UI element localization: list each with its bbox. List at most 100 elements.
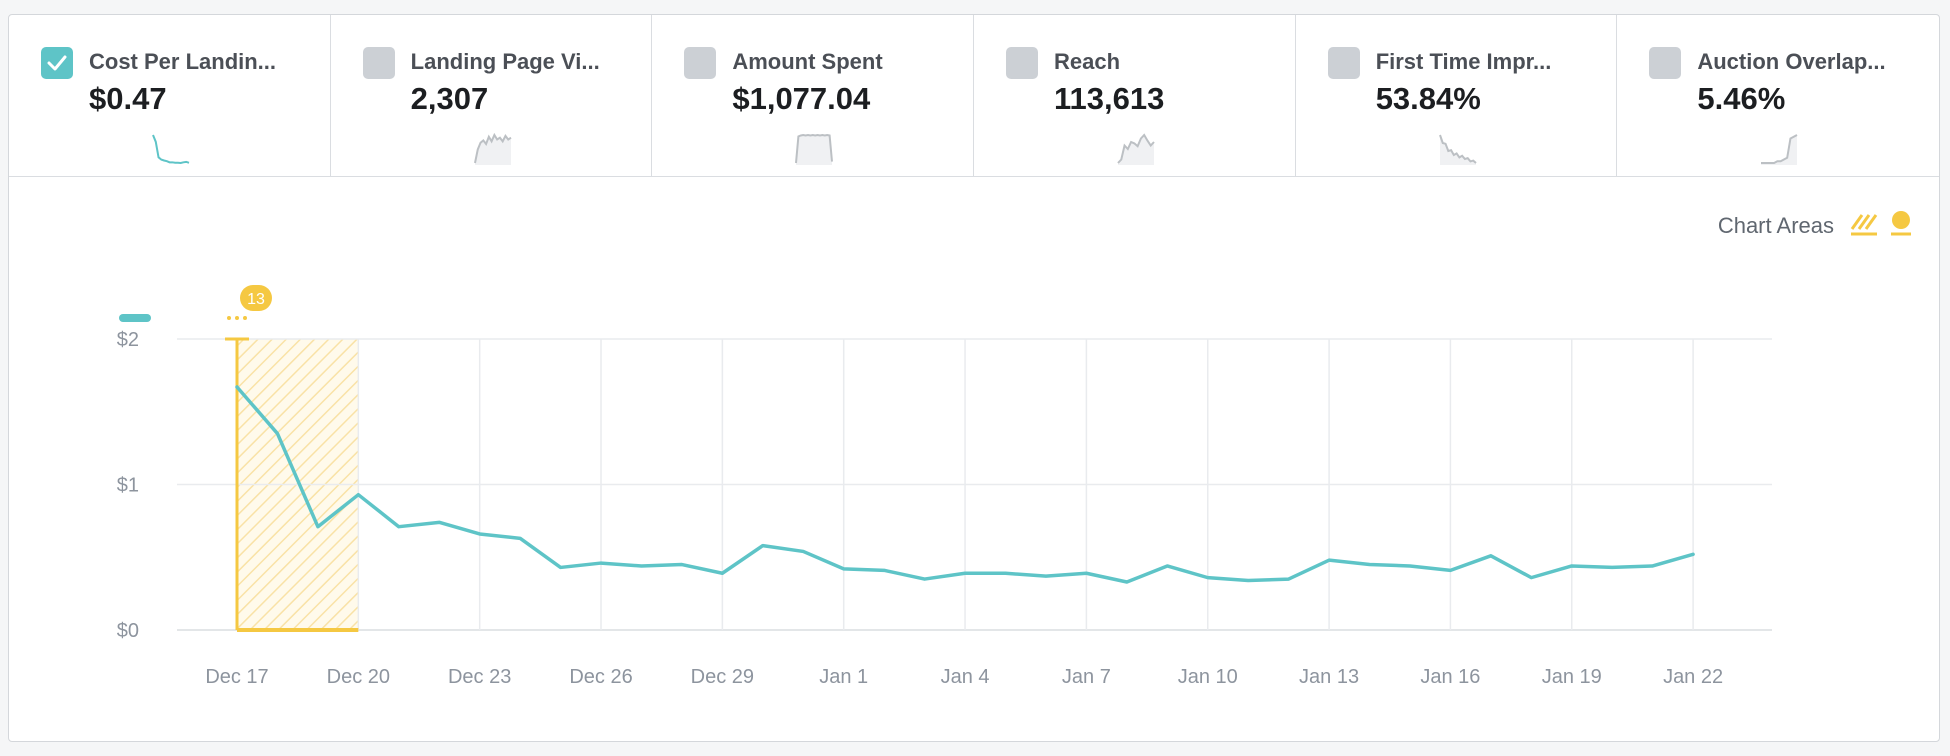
x-tick-label: Jan 7: [1062, 666, 1111, 688]
x-tick-label: Jan 10: [1178, 666, 1238, 688]
data-point[interactable]: [1566, 560, 1578, 572]
metric-value: 113,613: [1054, 81, 1165, 116]
data-point[interactable]: [393, 521, 405, 533]
data-point[interactable]: [433, 516, 445, 528]
data-point[interactable]: [474, 528, 486, 540]
y-tick-label: $0: [117, 620, 139, 642]
data-point[interactable]: [1485, 550, 1497, 562]
sparkline-line: [473, 133, 512, 164]
data-point[interactable]: [312, 521, 324, 533]
metric-name: First Time Impr...: [1375, 49, 1552, 74]
data-point[interactable]: [1283, 573, 1295, 585]
sparkline-fill: [796, 135, 833, 165]
data-point[interactable]: [1647, 560, 1659, 572]
x-tick-label: Dec 20: [327, 666, 390, 688]
metric-checkbox[interactable]: [41, 47, 73, 79]
data-point[interactable]: [1121, 576, 1133, 588]
metric-name: Reach: [1054, 49, 1121, 74]
data-point[interactable]: [757, 540, 769, 552]
sparkline-fill: [1118, 135, 1155, 165]
metric-checkbox[interactable]: [684, 47, 717, 79]
metric-sparkline: [795, 133, 834, 165]
data-point[interactable]: [271, 428, 283, 440]
metric-sparkline: [152, 134, 190, 165]
metric-card[interactable]: Landing Page Vi... 2,307: [331, 15, 653, 176]
hatch-area-icon[interactable]: [1850, 211, 1878, 237]
metric-checkbox[interactable]: [1006, 47, 1039, 79]
y-tick-label: $1: [117, 475, 139, 497]
annotation-badge[interactable]: [240, 285, 272, 311]
line-chart: $0 $1 $2 Dec 17 Dec 20 Dec 23 Dec 26 Dec 29 Jan …: [117, 285, 1772, 688]
metric-name: Landing Page Vi...: [410, 49, 600, 74]
data-point[interactable]: [1525, 572, 1537, 584]
metric-sparkline: [473, 133, 512, 165]
annotation-dot: [235, 316, 239, 320]
sparkline-line: [152, 134, 190, 165]
data-point[interactable]: [919, 573, 931, 585]
data-point[interactable]: [1161, 560, 1173, 572]
annotation-badge-count: 13: [247, 291, 265, 308]
data-point[interactable]: [1040, 570, 1052, 582]
data-point[interactable]: [1444, 564, 1456, 576]
metric-name: Cost Per Landin...: [89, 49, 277, 74]
annotation-pin-icon[interactable]: [1890, 210, 1912, 238]
data-point[interactable]: [231, 381, 243, 393]
metric-card[interactable]: First Time Impr... 53.84%: [1296, 15, 1618, 176]
data-point[interactable]: [1242, 575, 1254, 587]
metric-card[interactable]: Reach 113,613: [974, 15, 1296, 176]
x-tick-label: Jan 13: [1299, 666, 1359, 688]
data-point[interactable]: [959, 567, 971, 579]
metric-name: Amount Spent: [732, 49, 883, 74]
metric-selector-bar: Cost Per Landin... $0.47 Landing Page Vi…: [9, 15, 1939, 177]
chart-areas-legend-label: Chart Areas: [1717, 213, 1834, 238]
metric-checkbox[interactable]: [1327, 47, 1360, 79]
data-point[interactable]: [716, 567, 728, 579]
data-point[interactable]: [1687, 548, 1699, 560]
data-point[interactable]: [797, 545, 809, 557]
metric-value: 53.84%: [1375, 81, 1481, 116]
y-tick-label: $2: [117, 329, 139, 351]
metric-name: Auction Overlap...: [1697, 49, 1886, 74]
data-point[interactable]: [352, 489, 364, 501]
metric-checkbox[interactable]: [362, 47, 395, 79]
data-point[interactable]: [1323, 554, 1335, 566]
x-tick-label: Jan 4: [941, 666, 990, 688]
x-tick-label: Dec 26: [569, 666, 632, 688]
data-point[interactable]: [514, 532, 526, 544]
data-point[interactable]: [635, 560, 647, 572]
sparkline-line: [1438, 134, 1477, 164]
data-point[interactable]: [1080, 567, 1092, 579]
sparkline-fill: [1439, 135, 1476, 165]
data-point[interactable]: [878, 564, 890, 576]
data-point[interactable]: [1202, 572, 1214, 584]
x-tick-label: Dec 29: [691, 666, 754, 688]
data-point[interactable]: [676, 559, 688, 571]
x-tick-label: Jan 1: [819, 666, 868, 688]
data-point[interactable]: [1606, 561, 1618, 573]
data-point[interactable]: [1404, 560, 1416, 572]
series-line-cost-per-landing-page-view: [235, 385, 1695, 584]
metric-card[interactable]: Amount Spent $1,077.04: [652, 15, 975, 176]
annotation-dot: [243, 316, 247, 320]
data-point[interactable]: [555, 561, 567, 573]
metric-value: 2,307: [410, 81, 489, 116]
data-point[interactable]: [1364, 559, 1376, 571]
x-tick-label: Dec 23: [448, 666, 511, 688]
sparkline-line: [795, 133, 834, 164]
sparkline-line: [1117, 133, 1155, 164]
metric-value: 5.46%: [1697, 81, 1786, 116]
metric-sparkline: [1117, 133, 1155, 165]
metric-card[interactable]: Auction Overlap... 5.46%: [1617, 15, 1939, 176]
data-point[interactable]: [838, 563, 850, 575]
metric-sparkline: [1438, 134, 1477, 165]
x-tick-label: Jan 22: [1663, 666, 1723, 688]
metric-card[interactable]: Cost Per Landin... $0.47: [9, 15, 331, 176]
metric-checkbox[interactable]: [1649, 47, 1682, 79]
x-tick-label: Dec 17: [205, 666, 268, 688]
data-point[interactable]: [1000, 567, 1012, 579]
x-tick-label: Jan 16: [1420, 666, 1480, 688]
metric-value: $1,077.04: [732, 81, 871, 116]
insights-panel: Cost Per Landin... $0.47 Landing Page Vi…: [8, 14, 1940, 742]
data-point[interactable]: [595, 557, 607, 569]
metric-sparkline: [1761, 134, 1798, 165]
